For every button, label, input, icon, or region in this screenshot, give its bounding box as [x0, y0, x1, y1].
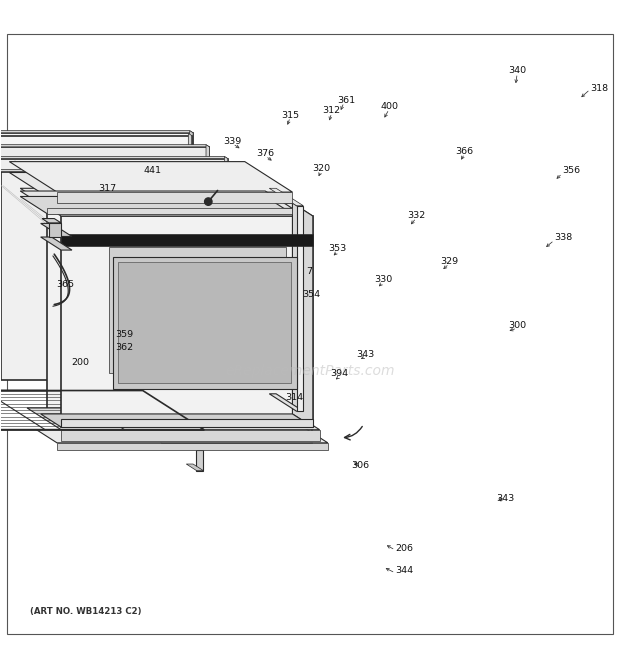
Polygon shape [0, 145, 210, 147]
Polygon shape [93, 335, 123, 358]
Text: 394: 394 [330, 369, 349, 378]
Text: 365: 365 [56, 280, 75, 289]
Text: 329: 329 [440, 256, 458, 266]
Polygon shape [27, 408, 320, 430]
Polygon shape [108, 321, 312, 356]
Polygon shape [186, 464, 203, 471]
Polygon shape [41, 223, 72, 237]
Polygon shape [61, 419, 313, 427]
Polygon shape [41, 237, 72, 250]
Text: 315: 315 [281, 111, 299, 120]
Text: 200: 200 [71, 358, 89, 367]
Polygon shape [20, 191, 293, 208]
Polygon shape [206, 145, 210, 355]
Polygon shape [0, 147, 182, 332]
Polygon shape [20, 196, 293, 214]
Polygon shape [258, 321, 312, 424]
Text: 206: 206 [396, 544, 414, 553]
Text: 344: 344 [396, 566, 414, 575]
Polygon shape [269, 394, 303, 411]
Polygon shape [0, 133, 193, 345]
Polygon shape [48, 206, 293, 411]
Polygon shape [224, 157, 228, 367]
Polygon shape [9, 162, 293, 192]
Text: 318: 318 [590, 83, 608, 93]
Polygon shape [296, 206, 303, 411]
Text: 300: 300 [508, 321, 526, 330]
Polygon shape [113, 257, 296, 389]
Text: 7: 7 [306, 267, 312, 276]
Polygon shape [99, 300, 122, 354]
Polygon shape [0, 159, 228, 367]
Polygon shape [162, 356, 312, 424]
Text: 356: 356 [562, 167, 580, 175]
Polygon shape [188, 134, 192, 344]
Polygon shape [108, 321, 162, 424]
Text: 343: 343 [496, 494, 514, 503]
Text: 366: 366 [456, 147, 474, 155]
Polygon shape [20, 188, 293, 206]
Text: 314: 314 [285, 393, 304, 402]
Text: 339: 339 [224, 137, 242, 145]
Polygon shape [197, 450, 203, 471]
Polygon shape [245, 169, 248, 380]
Polygon shape [61, 216, 313, 427]
Text: 320: 320 [312, 164, 330, 173]
Text: 354: 354 [302, 290, 321, 299]
Text: 332: 332 [407, 211, 425, 220]
Text: 312: 312 [322, 106, 341, 115]
Polygon shape [0, 147, 210, 355]
Polygon shape [122, 417, 312, 444]
Text: eReplacementParts.com: eReplacementParts.com [225, 364, 395, 377]
Polygon shape [86, 330, 93, 358]
Polygon shape [1, 172, 248, 380]
Polygon shape [9, 173, 293, 203]
Polygon shape [265, 188, 293, 411]
Polygon shape [108, 266, 122, 304]
Polygon shape [49, 223, 61, 237]
Text: 400: 400 [380, 102, 398, 111]
Polygon shape [61, 430, 320, 441]
Polygon shape [0, 391, 204, 430]
Text: 353: 353 [329, 245, 347, 253]
Text: 361: 361 [337, 96, 355, 105]
Polygon shape [0, 157, 228, 159]
Circle shape [205, 198, 212, 206]
Polygon shape [57, 443, 328, 449]
Polygon shape [42, 219, 61, 223]
Polygon shape [108, 247, 286, 373]
Polygon shape [118, 262, 291, 383]
Text: 317: 317 [98, 184, 116, 193]
Polygon shape [162, 426, 312, 444]
Polygon shape [108, 321, 258, 389]
Polygon shape [269, 188, 303, 206]
Text: 340: 340 [508, 66, 526, 75]
Polygon shape [48, 208, 293, 214]
Polygon shape [0, 136, 192, 344]
Polygon shape [293, 203, 313, 427]
Text: 343: 343 [356, 350, 375, 358]
Polygon shape [41, 414, 313, 427]
Text: 330: 330 [374, 275, 392, 284]
Polygon shape [15, 416, 328, 443]
Polygon shape [0, 169, 248, 172]
Text: 338: 338 [554, 233, 573, 242]
Polygon shape [0, 131, 193, 133]
Text: 359: 359 [115, 330, 133, 338]
Polygon shape [190, 131, 193, 345]
Text: 362: 362 [115, 343, 133, 352]
Text: 376: 376 [257, 149, 275, 158]
Polygon shape [61, 234, 313, 246]
Text: (ART NO. WB14213 C2): (ART NO. WB14213 C2) [30, 607, 142, 616]
Text: 306: 306 [352, 461, 370, 470]
Text: 441: 441 [143, 167, 161, 175]
Polygon shape [57, 192, 293, 203]
Polygon shape [41, 203, 313, 216]
